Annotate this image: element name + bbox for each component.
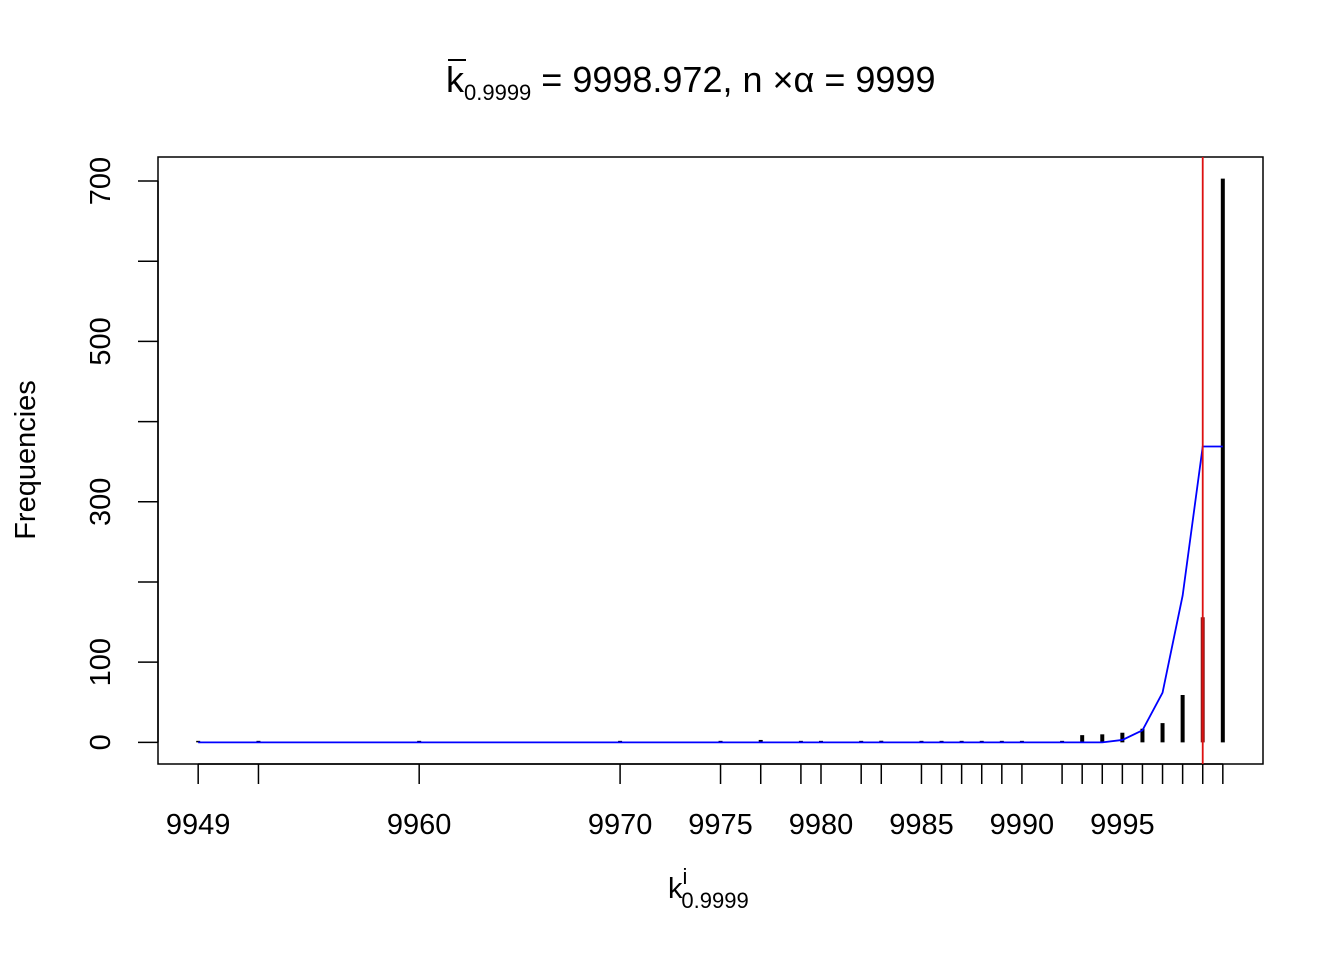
x-tick-label: 9975 — [688, 809, 753, 841]
x-label-subscript: 0.9999 — [681, 888, 748, 913]
chart-title: k0.9999 = 9998.972, n ×α = 9999 — [446, 59, 935, 105]
fitted-line-series — [198, 445, 1223, 744]
x-tick-label: 9980 — [789, 809, 854, 841]
x-tick-label: 9995 — [1090, 809, 1155, 841]
x-tick-label: 9949 — [166, 809, 231, 841]
x-tick-label: 9990 — [990, 809, 1055, 841]
title-n-alpha-value: = 9999 — [814, 59, 935, 100]
x-label-base: k — [668, 873, 683, 905]
x-tick-label: 9970 — [588, 809, 653, 841]
title-k-value: = 9998.972, n — [531, 59, 772, 100]
y-tick-label: 100 — [85, 638, 117, 686]
title-k-subscript: 0.9999 — [464, 80, 531, 105]
plot-frame — [157, 156, 1264, 765]
svg-text:k0.9999 = 9998.972, n ×α = 999: k0.9999 = 9998.972, n ×α = 9999 — [446, 59, 935, 105]
y-axis: 0 100 300 500 700 — [85, 157, 159, 750]
y-tick-label: 500 — [85, 317, 117, 365]
x-tick-label: 9960 — [387, 809, 452, 841]
x-tick-label: 9985 — [889, 809, 954, 841]
x-label-superscript: i — [683, 864, 688, 889]
title-alpha-symbol: α — [794, 59, 815, 100]
y-tick-label: 700 — [85, 157, 117, 205]
x-axis: 9949 9960 9970 9975 9980 9985 9990 9995 — [166, 763, 1224, 841]
bar-series — [196, 178, 1225, 743]
title-times-symbol: × — [773, 59, 794, 100]
fitted-line — [198, 445, 1223, 744]
title-k: k — [446, 59, 465, 100]
y-tick-label: 0 — [85, 734, 117, 750]
y-tick-label: 300 — [85, 478, 117, 526]
x-axis-label: ki 0.9999 — [668, 864, 749, 913]
y-axis-label: Frequencies — [10, 380, 42, 540]
